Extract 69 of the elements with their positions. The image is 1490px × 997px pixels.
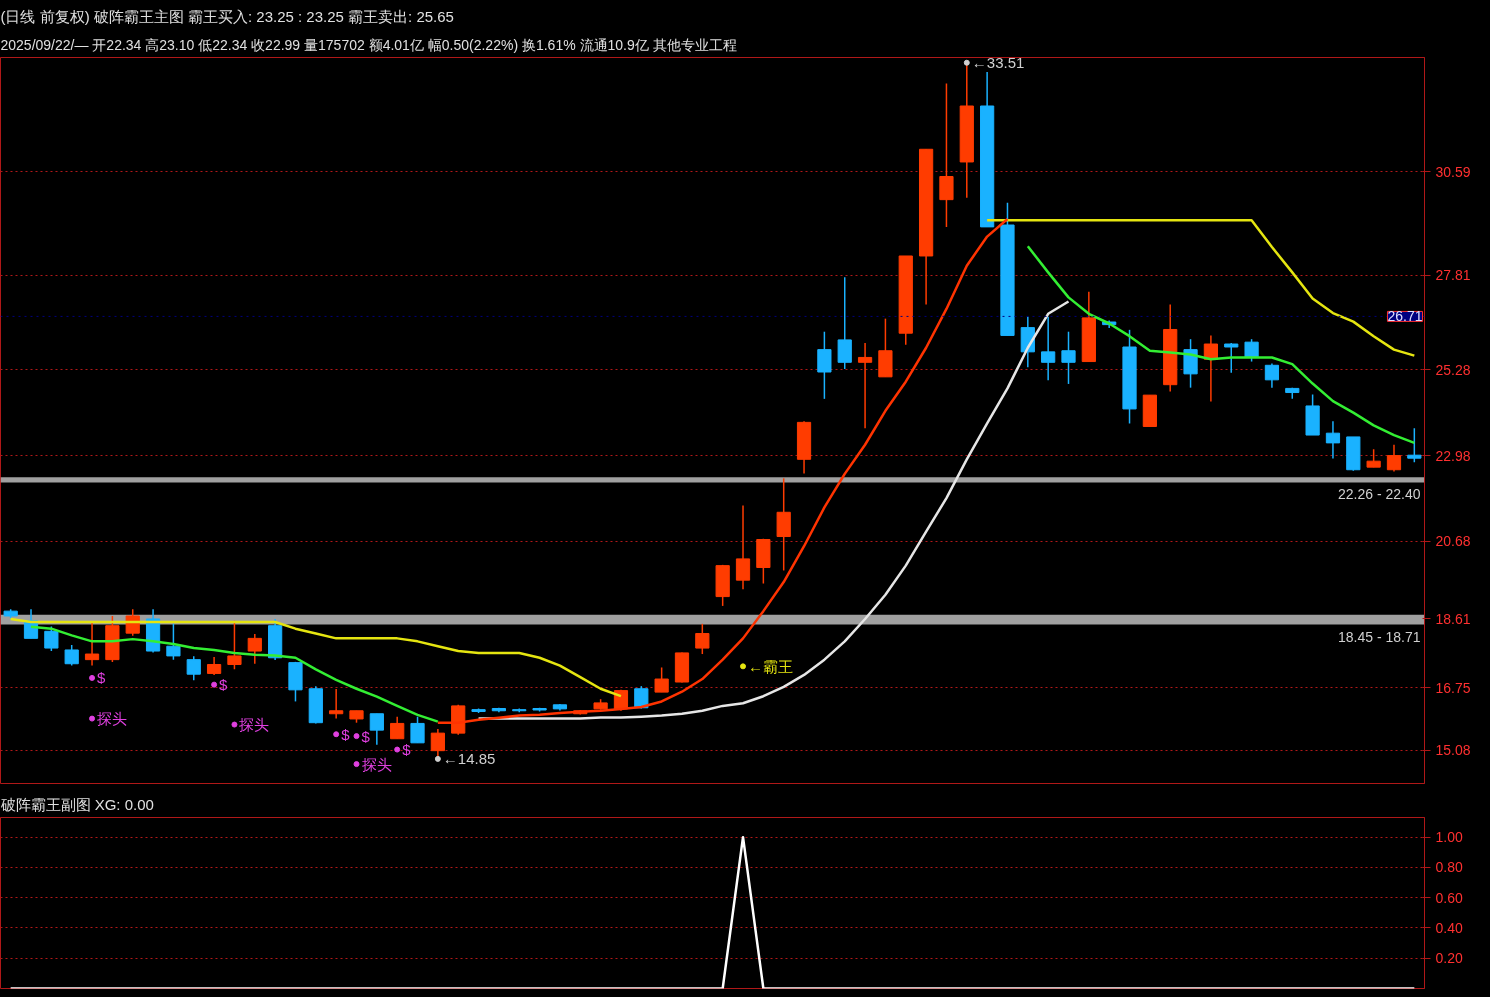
candlestick xyxy=(410,715,425,744)
chart-title: (日线 前复权) 破阵霸王主图 霸王买入: 23.25 : 23.25 霸王卖出: 25.65 xyxy=(0,7,454,25)
text: 2025/09/22/— 开22.34 高23.10 低22.34 收22.99 量175702 额4.01亿 幅0.50(2.22%) 换1.61% 流通10.9亿 其他专业工程 xyxy=(0,36,737,53)
point xyxy=(89,674,96,681)
y-tick-label: 25.28 xyxy=(1435,361,1471,378)
y-tick-label: 16.75 xyxy=(1435,679,1471,696)
data-label: ←33.51 xyxy=(971,54,1025,72)
candlestick xyxy=(1061,330,1076,385)
y-tick-label: 0.80 xyxy=(1435,859,1463,876)
candlestick xyxy=(857,342,873,430)
point xyxy=(740,663,747,670)
candlestick xyxy=(1407,427,1422,464)
candlestick xyxy=(390,715,405,740)
ref-line-label: 26.71 xyxy=(1387,308,1423,325)
data-label: $ xyxy=(97,669,107,687)
point xyxy=(963,59,970,66)
y-tick-label: 20.68 xyxy=(1435,533,1471,550)
candlestick xyxy=(1041,316,1056,381)
band-label: 18.45 - 18.71 xyxy=(1337,628,1421,645)
y-tick-label: 30.59 xyxy=(1435,163,1471,180)
candlestick xyxy=(227,620,242,671)
y-tick-label: 22.98 xyxy=(1435,447,1471,464)
candlestick xyxy=(1386,444,1402,473)
candlestick xyxy=(64,644,79,667)
y-tick-label: 27.81 xyxy=(1435,267,1471,284)
candlestick xyxy=(654,666,669,693)
data-label: 探头 xyxy=(361,755,392,773)
candlestick xyxy=(735,504,751,590)
data-label: $ xyxy=(361,727,371,745)
line-series xyxy=(477,300,1070,720)
candlestick xyxy=(44,625,59,652)
y-tick-label: 0.40 xyxy=(1435,919,1463,936)
candlestick xyxy=(329,688,344,720)
point xyxy=(353,733,360,740)
candlestick xyxy=(84,620,100,667)
data-label: ←霸王 xyxy=(748,657,794,675)
data-label: 探头 xyxy=(97,710,128,728)
data-label: $ xyxy=(341,725,351,743)
point xyxy=(231,721,238,728)
candlestick xyxy=(430,728,445,760)
point xyxy=(394,746,401,753)
candlestick xyxy=(1264,362,1280,389)
data-label: ←14.85 xyxy=(442,750,496,768)
candlestick xyxy=(695,623,710,655)
point xyxy=(89,715,96,722)
candlestick xyxy=(247,633,262,665)
y-tick-label: 0.60 xyxy=(1435,889,1463,906)
y-tick-label: 18.61 xyxy=(1435,610,1471,627)
point xyxy=(333,731,340,738)
point xyxy=(353,761,360,768)
candlestick xyxy=(369,712,384,746)
point xyxy=(434,755,441,762)
y-tick-label: 15.08 xyxy=(1435,742,1471,759)
data-label: $ xyxy=(402,741,412,759)
candlestick xyxy=(166,623,181,661)
candlestick xyxy=(837,276,852,370)
candlestick xyxy=(125,608,140,637)
chart-title: 破阵霸王副图 XG: 0.00 xyxy=(0,795,154,813)
point xyxy=(211,681,218,688)
y-tick-label: 0.20 xyxy=(1435,950,1463,967)
candlestick xyxy=(939,82,954,228)
candlestick xyxy=(1325,420,1341,460)
band-label: 22.26 - 22.40 xyxy=(1337,486,1421,503)
data-label: 探头 xyxy=(239,716,270,734)
y-tick-label: 1.00 xyxy=(1435,829,1463,846)
candlestick xyxy=(1224,342,1239,374)
candlestick xyxy=(817,330,832,400)
data-label: $ xyxy=(219,676,229,694)
candlestick xyxy=(186,655,201,681)
